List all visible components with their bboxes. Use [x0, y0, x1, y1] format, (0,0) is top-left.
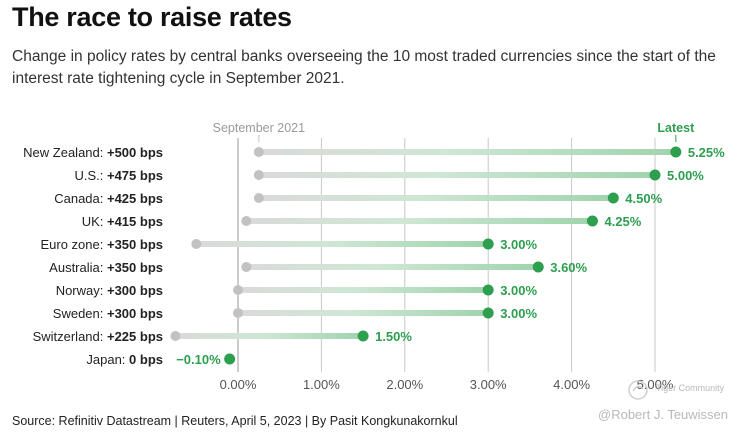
row-label: Japan: 0 bps — [86, 352, 163, 367]
latest-label: Latest — [657, 121, 695, 135]
start-dot — [241, 262, 252, 272]
latest-value-label: −0.10% — [176, 352, 221, 367]
chart-subtitle: Change in policy rates by central banks … — [12, 48, 716, 87]
row-label: Canada: +425 bps — [54, 191, 163, 206]
rate-change: 0 bps — [129, 352, 163, 367]
start-dot — [253, 193, 264, 203]
latest-dot — [224, 353, 236, 365]
rate-change: +225 bps — [107, 329, 163, 344]
change-bar — [246, 218, 593, 224]
latest-value-label: 5.00% — [667, 168, 704, 183]
latest-value-label: 5.25% — [688, 145, 725, 160]
latest-value-label: 3.00% — [500, 283, 537, 298]
change-bar — [196, 241, 489, 247]
start-dot — [191, 239, 202, 249]
change-bar — [246, 264, 539, 270]
latest-dot — [586, 215, 598, 227]
start-dot — [241, 216, 252, 226]
country-name: Japan: — [86, 352, 129, 367]
row-label: New Zealand: +500 bps — [23, 145, 163, 160]
row-label: U.S.: +475 bps — [74, 168, 163, 183]
latest-dot — [482, 307, 494, 319]
watermark-logo-icon — [628, 380, 648, 400]
row-label: Australia: +350 bps — [49, 260, 163, 275]
latest-value-label: 1.50% — [375, 329, 412, 344]
start-dot — [170, 331, 181, 341]
country-name: Norway: — [56, 283, 107, 298]
start-dot — [253, 147, 264, 157]
rate-change: +300 bps — [107, 283, 163, 298]
x-tick-label: 3.00% — [470, 377, 507, 392]
watermark-community: Tiger Community — [656, 383, 725, 393]
watermark-handle: @Robert J. Teuwissen — [598, 407, 729, 422]
x-tick-label: 0.00% — [220, 377, 257, 392]
start-dot — [233, 308, 243, 318]
rate-change: +500 bps — [107, 145, 163, 160]
dumbbell-chart: 0.00% 1.00% 2.00% 3.00% 4.00% 5.00% September … — [23, 121, 725, 392]
x-tick-label: 2.00% — [386, 377, 423, 392]
rate-change: +425 bps — [107, 191, 163, 206]
latest-value-label: 4.50% — [625, 191, 662, 206]
latest-dot — [482, 284, 494, 296]
latest-dot — [670, 146, 682, 158]
latest-value-label: 3.60% — [550, 260, 587, 275]
latest-dot — [482, 238, 494, 250]
country-name: Switzerland: — [33, 329, 107, 344]
start-dot — [233, 285, 243, 295]
latest-value-label: 3.00% — [500, 306, 537, 321]
x-tick-label: 1.00% — [303, 377, 340, 392]
rate-change: +350 bps — [107, 260, 163, 275]
change-bar — [175, 333, 364, 339]
rate-change: +300 bps — [107, 306, 163, 321]
country-name: U.S.: — [74, 168, 107, 183]
start-period-label: September 2021 — [213, 121, 305, 135]
change-bar — [258, 172, 655, 178]
country-name: Euro zone: — [40, 237, 107, 252]
country-name: New Zealand: — [23, 145, 107, 160]
change-bar — [258, 149, 676, 155]
change-bar — [258, 195, 614, 201]
country-name: UK: — [82, 214, 107, 229]
latest-dot — [649, 169, 661, 181]
rate-change: +475 bps — [107, 168, 163, 183]
row-label: Euro zone: +350 bps — [40, 237, 163, 252]
x-tick-label: 5.00% — [637, 377, 674, 392]
latest-dot — [357, 330, 369, 342]
source-note: Source: Refinitiv Datastream | Reuters, … — [12, 414, 458, 428]
row-label: Sweden: +300 bps — [53, 306, 163, 321]
latest-value-label: 4.25% — [604, 214, 641, 229]
row-label: Switzerland: +225 bps — [33, 329, 163, 344]
country-name: Canada: — [54, 191, 107, 206]
chart-title: The race to raise rates — [12, 2, 292, 32]
latest-dot — [532, 261, 544, 273]
latest-dot — [607, 192, 619, 204]
country-name: Sweden: — [53, 306, 107, 321]
x-tick-label: 4.00% — [553, 377, 590, 392]
change-bar — [238, 310, 489, 316]
start-dot — [253, 170, 264, 180]
row-label: Norway: +300 bps — [56, 283, 163, 298]
change-bar — [238, 287, 489, 293]
rate-change: +350 bps — [107, 237, 163, 252]
rate-change: +415 bps — [107, 214, 163, 229]
country-name: Australia: — [49, 260, 107, 275]
row-label: UK: +415 bps — [82, 214, 163, 229]
latest-value-label: 3.00% — [500, 237, 537, 252]
